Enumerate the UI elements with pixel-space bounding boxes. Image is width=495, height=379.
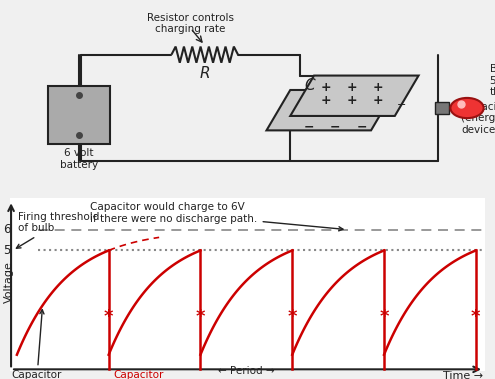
Polygon shape [266, 90, 395, 130]
Text: −: − [304, 121, 314, 134]
Text: R: R [199, 66, 210, 81]
Text: Resistor controls
charging rate: Resistor controls charging rate [147, 13, 234, 34]
Text: Capacitor
charging
curve: Capacitor charging curve [11, 310, 61, 379]
Text: Firing threshold
of bulb: Firing threshold of bulb [16, 212, 99, 248]
Text: Time →: Time → [443, 371, 483, 379]
Text: Voltage: Voltage [4, 261, 14, 303]
Polygon shape [290, 75, 419, 116]
Text: Capacitor
(energy storage
device): Capacitor (energy storage device) [461, 102, 495, 135]
Text: +: + [373, 94, 384, 107]
FancyBboxPatch shape [435, 102, 449, 114]
Text: +: + [373, 81, 384, 94]
Text: 6 volt
battery: 6 volt battery [60, 149, 98, 170]
Text: −: − [356, 121, 367, 134]
Text: 6: 6 [3, 223, 10, 236]
Text: *: * [288, 308, 297, 326]
Text: C: C [304, 78, 315, 94]
Text: −: − [397, 100, 406, 110]
Text: *: * [196, 308, 205, 326]
Text: Capacitor
discharges,
bulb flashes.: Capacitor discharges, bulb flashes. [113, 370, 180, 379]
Text: +: + [346, 94, 357, 107]
Text: *: * [471, 308, 481, 326]
Text: ← Period →: ← Period → [218, 366, 275, 376]
Circle shape [450, 98, 484, 118]
Text: *: * [379, 308, 389, 326]
Text: −: − [330, 121, 341, 134]
Text: +: + [346, 81, 357, 94]
FancyBboxPatch shape [48, 86, 110, 144]
Text: Capacitor would charge to 6V
if there were no discharge path.: Capacitor would charge to 6V if there we… [90, 202, 343, 231]
Text: Bulb with
5 volt firing
threshold: Bulb with 5 volt firing threshold [490, 64, 495, 97]
Text: +: + [321, 94, 331, 107]
Text: +: + [321, 81, 331, 94]
Text: 5: 5 [3, 244, 10, 257]
Text: *: * [104, 308, 113, 326]
